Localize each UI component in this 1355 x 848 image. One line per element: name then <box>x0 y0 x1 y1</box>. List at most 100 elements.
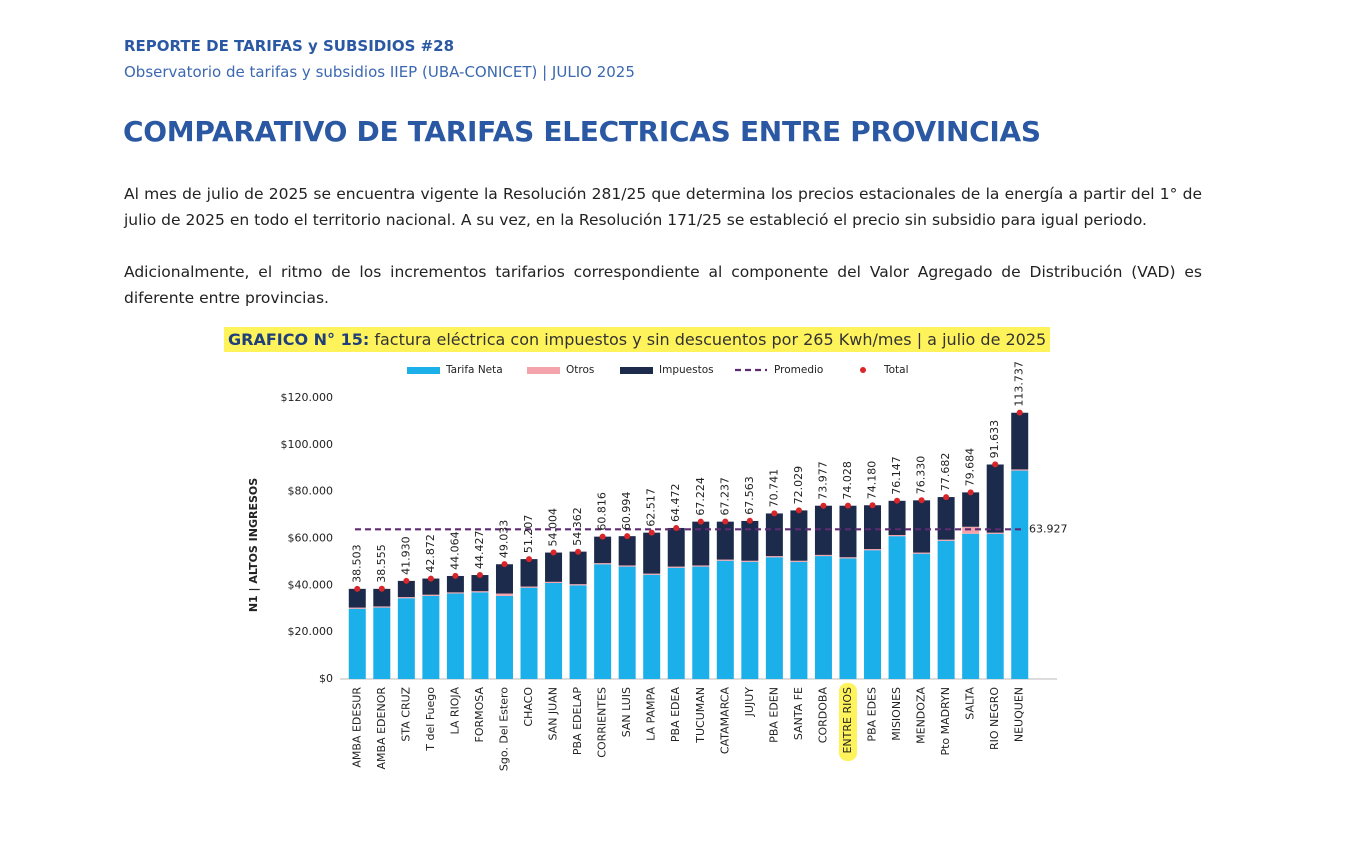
bar-segment <box>422 594 440 596</box>
bar-segment <box>1011 470 1029 679</box>
bar-segment <box>814 556 832 679</box>
y-axis-label: N1 | ALTOS INGRESOS <box>247 478 260 612</box>
bar-segment <box>667 527 685 567</box>
total-dot <box>918 497 925 504</box>
total-dot <box>894 497 901 504</box>
bar-segment <box>913 500 931 553</box>
report-name: REPORTE DE TARIFAS y SUBSIDIOS #28 <box>124 37 455 55</box>
bar-segment <box>594 536 612 564</box>
data-label: 74.028 <box>841 461 854 500</box>
bar-segment <box>692 566 710 679</box>
bar-segment <box>643 532 661 574</box>
legend-label: Impuestos <box>659 364 714 376</box>
x-tick-label: SANTA FE <box>792 687 805 740</box>
bar-segment <box>569 551 587 585</box>
total-dot <box>378 585 385 592</box>
bar-segment <box>864 549 882 551</box>
bar-segment <box>765 513 783 557</box>
bar-segment <box>741 561 759 679</box>
data-label: 79.684 <box>964 448 977 487</box>
data-label: 77.682 <box>939 453 952 492</box>
legend-swatch <box>860 367 866 373</box>
x-tick-label: SAN LUIS <box>620 687 633 737</box>
data-label: 51.207 <box>522 515 535 554</box>
bar-segment <box>913 553 931 679</box>
y-tick-label: $80.000 <box>288 485 334 498</box>
total-dot <box>992 461 999 468</box>
data-label: 54.004 <box>547 508 560 547</box>
page-title: COMPARATIVO DE TARIFAS ELECTRICAS ENTRE … <box>123 115 1041 148</box>
bar-segment <box>864 505 882 550</box>
category-highlight <box>838 683 857 761</box>
x-tick-label: RIO NEGRO <box>988 687 1001 750</box>
bar-segment <box>520 559 538 587</box>
bar-segment <box>643 574 661 679</box>
x-tick-label: AMBA EDENOR <box>375 687 388 770</box>
bar-segment <box>765 556 783 558</box>
bar-segment <box>446 593 464 679</box>
bar-segment <box>545 552 563 582</box>
total-dot <box>967 489 974 496</box>
total-dot <box>501 561 508 568</box>
data-label: 41.930 <box>399 536 412 575</box>
data-label: 44.427 <box>473 530 486 569</box>
bar-segment <box>667 567 685 679</box>
chart-title: GRAFICO N° 15: factura eléctrica con imp… <box>224 327 1051 352</box>
x-tick-label: JUJUY <box>743 687 756 718</box>
bar-segment <box>765 557 783 679</box>
x-tick-label: CORRIENTES <box>596 687 609 758</box>
data-label: 72.029 <box>792 466 805 505</box>
bar-segment <box>986 533 1004 679</box>
total-dot <box>526 556 533 563</box>
bar-segment <box>471 575 489 592</box>
y-tick-label: $20.000 <box>288 625 334 638</box>
x-tick-label: MENDOZA <box>915 687 928 744</box>
chart-title-text: factura eléctrica con impuestos y sin de… <box>374 330 1047 349</box>
bar-segment <box>839 557 857 559</box>
data-label: 42.872 <box>424 534 437 573</box>
bar-segment <box>888 536 906 679</box>
bar-segment <box>839 505 857 558</box>
total-dot <box>771 510 778 517</box>
total-dot <box>599 533 606 540</box>
bar-segment <box>741 520 759 561</box>
x-tick-label: MISIONES <box>890 687 903 741</box>
bar-segment <box>373 606 391 608</box>
legend-swatch <box>407 367 440 374</box>
x-tick-label: SALTA <box>964 687 977 720</box>
total-dot <box>1016 409 1023 416</box>
x-tick-label: PBA EDEA <box>669 687 682 743</box>
average-label: 63.927 <box>1029 522 1068 535</box>
bar-segment <box>618 536 636 566</box>
bar-segment <box>618 565 636 567</box>
x-tick-label: FORMOSA <box>473 687 486 743</box>
bar-segment <box>937 540 955 679</box>
data-label: 73.977 <box>816 461 829 500</box>
y-tick-label: $60.000 <box>288 532 334 545</box>
x-tick-label: ENTRE RIOS <box>841 687 854 754</box>
data-label: 64.472 <box>669 484 682 523</box>
bar-segment <box>888 500 906 535</box>
total-dot <box>648 529 655 536</box>
x-tick-label: STA CRUZ <box>399 687 412 742</box>
total-dot <box>795 507 802 514</box>
bar-segment <box>937 539 955 541</box>
bar-segment <box>716 521 734 560</box>
data-label: 62.517 <box>645 488 658 527</box>
bar-segment <box>790 510 808 561</box>
x-tick-label: TUCUMAN <box>694 687 707 744</box>
bar-segment <box>569 584 587 586</box>
bar-segment <box>790 560 808 562</box>
bar-segment <box>962 492 980 527</box>
x-tick-label: AMBA EDESUR <box>350 687 363 768</box>
x-tick-label: CORDOBA <box>816 687 829 744</box>
bar-segment <box>446 575 464 593</box>
chart-title-label: GRAFICO N° 15: <box>228 330 370 349</box>
total-dot <box>673 525 680 532</box>
y-tick-label: $120.000 <box>281 391 334 404</box>
bar-segment <box>471 592 489 679</box>
bar-segment <box>790 561 808 679</box>
bar-segment <box>373 588 391 607</box>
bar-segment <box>618 566 636 679</box>
